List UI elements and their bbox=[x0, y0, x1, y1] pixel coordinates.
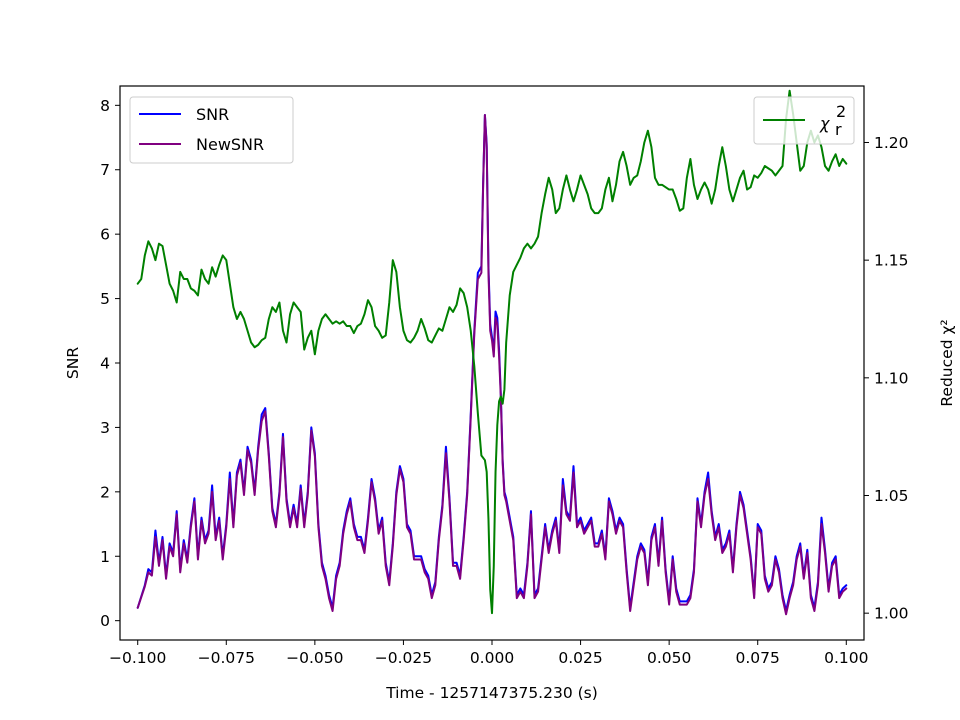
x-tick-label: −0.025 bbox=[375, 649, 432, 667]
legend-snr-label: SNR bbox=[196, 105, 229, 124]
plot-frame bbox=[119, 85, 865, 641]
series-line-snr bbox=[136, 113, 848, 613]
left-y-axis-ticks: 0 1 2 3 4 5 6 7 8 bbox=[100, 97, 120, 630]
left-y-axis-label: SNR bbox=[64, 347, 82, 379]
series-layer bbox=[136, 89, 848, 616]
x-axis-label: Time - 1257147375.230 (s) bbox=[385, 684, 598, 702]
x-axis-ticks: −0.100 −0.075 −0.050 −0.025 0.000 0.025 0.050 0… bbox=[109, 640, 868, 667]
left-y-tick-label: 2 bbox=[100, 483, 110, 501]
right-y-tick-label: 1.15 bbox=[874, 252, 909, 270]
legend-left: SNR NewSNR bbox=[129, 96, 294, 164]
series-line-newsnr bbox=[136, 113, 848, 616]
x-tick-label: −0.100 bbox=[109, 649, 166, 667]
x-tick-label: −0.075 bbox=[198, 649, 255, 667]
legend-newsnr-label: NewSNR bbox=[196, 135, 264, 154]
left-y-tick-label: 3 bbox=[100, 419, 110, 437]
x-tick-label: 0.000 bbox=[470, 649, 514, 667]
left-y-tick-label: 6 bbox=[100, 226, 110, 244]
left-y-tick-label: 8 bbox=[100, 97, 110, 115]
legend-chi2-label: χ bbox=[819, 114, 830, 133]
left-y-tick-label: 7 bbox=[100, 161, 110, 179]
x-tick-label: 0.075 bbox=[736, 649, 780, 667]
right-y-axis-ticks: 1.00 1.05 1.10 1.15 1.20 bbox=[864, 134, 909, 623]
left-y-tick-label: 0 bbox=[100, 612, 110, 630]
right-y-tick-label: 1.05 bbox=[874, 487, 909, 505]
right-y-tick-label: 1.20 bbox=[874, 134, 909, 152]
right-y-tick-label: 1.00 bbox=[874, 605, 909, 623]
x-tick-label: 0.050 bbox=[647, 649, 691, 667]
left-y-tick-label: 1 bbox=[100, 548, 110, 566]
right-y-tick-label: 1.10 bbox=[874, 369, 909, 387]
x-tick-label: −0.050 bbox=[286, 649, 343, 667]
right-y-axis-label: Reduced χ² bbox=[938, 319, 956, 406]
legend-chi2-superscript: 2 bbox=[836, 102, 846, 121]
x-tick-label: 0.100 bbox=[824, 649, 868, 667]
legend-chi2-subscript: r bbox=[835, 120, 842, 139]
legend-right: χ r 2 bbox=[753, 96, 855, 145]
left-y-tick-label: 5 bbox=[100, 290, 110, 308]
series-line-- bbox=[136, 89, 848, 615]
x-tick-label: 0.025 bbox=[558, 649, 602, 667]
left-y-tick-label: 4 bbox=[100, 355, 110, 373]
